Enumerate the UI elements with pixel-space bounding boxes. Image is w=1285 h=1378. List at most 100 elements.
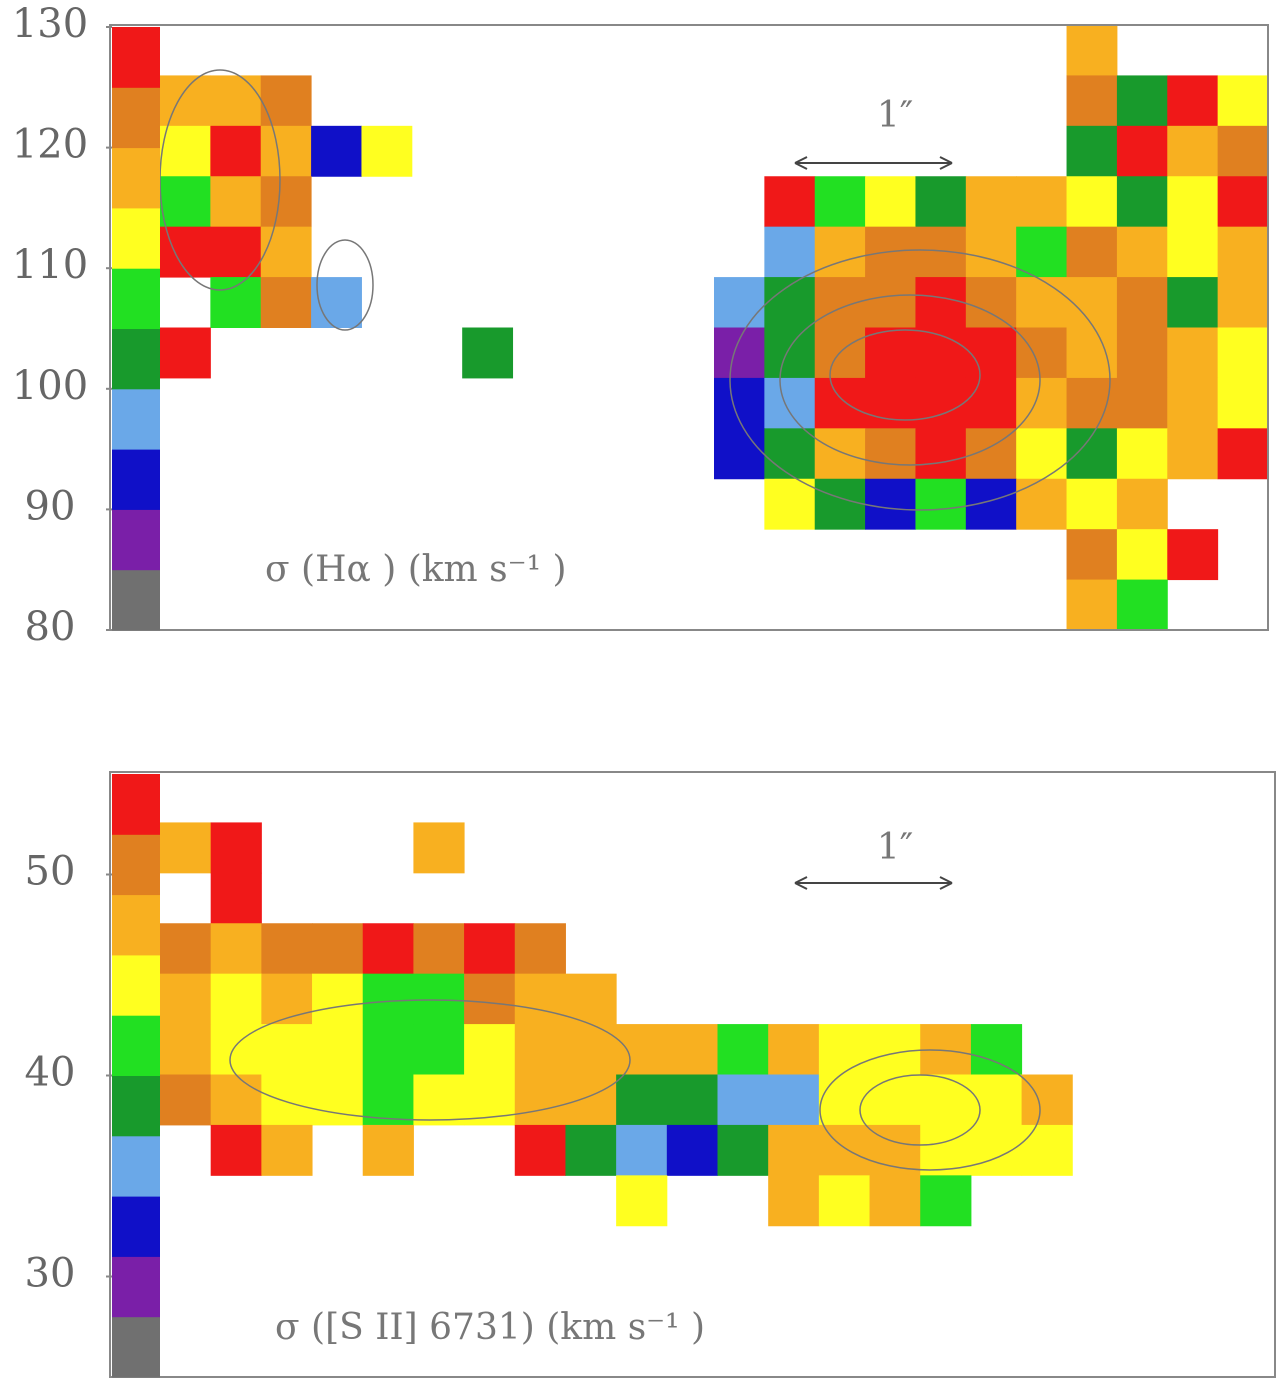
map-cell <box>1116 478 1168 530</box>
colorbar-segment <box>112 954 160 1016</box>
map-cell <box>1116 176 1168 228</box>
map-cell <box>1116 529 1168 581</box>
map-cell <box>818 1124 871 1176</box>
map-cell <box>965 277 1017 328</box>
map-cell <box>865 377 916 429</box>
map-cell <box>1116 125 1168 177</box>
map-cell <box>1167 377 1219 429</box>
map-cell <box>362 1024 414 1075</box>
map-cell <box>814 226 866 278</box>
y-tick-label: 110 <box>12 242 88 288</box>
map-cell <box>261 1124 313 1176</box>
colorbar-segment <box>112 1075 160 1137</box>
map-cell <box>1167 277 1219 328</box>
map-cell <box>210 872 262 924</box>
map-cell <box>261 1024 313 1075</box>
map-cell <box>413 822 465 874</box>
colorbar-segment <box>112 569 160 631</box>
map-cell <box>1167 226 1219 278</box>
colorbar-segment <box>112 1015 160 1076</box>
contour <box>316 239 374 331</box>
map-cell <box>768 1024 820 1075</box>
map-cell <box>965 377 1017 429</box>
map-cell <box>869 1124 921 1176</box>
map-cell <box>1167 125 1219 177</box>
map-cell <box>970 1024 1023 1075</box>
map-label: σ ([S II] 6731) (km s⁻¹ ) <box>275 1307 705 1348</box>
colorbar-segment <box>112 268 160 329</box>
map-cell <box>915 478 967 530</box>
map-cell <box>1016 428 1068 480</box>
map-cell <box>160 125 211 177</box>
map-cell <box>210 75 262 127</box>
map-cell <box>865 277 916 328</box>
map-cell <box>764 176 816 228</box>
map-cell <box>1116 327 1168 379</box>
map-cell <box>764 377 816 429</box>
map-cell <box>666 1124 718 1176</box>
map-cell <box>160 923 212 975</box>
map-cell <box>260 226 312 278</box>
map-cell <box>1066 529 1118 581</box>
map-cell <box>1016 478 1068 530</box>
map-cell <box>915 277 967 328</box>
map-cell <box>616 1175 668 1227</box>
map-cell <box>210 923 262 975</box>
contour <box>779 294 1041 466</box>
colorbar-segment <box>112 894 160 956</box>
map-cell <box>1116 579 1168 631</box>
map-cell <box>413 1024 465 1075</box>
map-cell <box>768 1074 820 1126</box>
map-cell <box>1217 377 1269 429</box>
panel-frame <box>109 24 1269 631</box>
scale-arrow <box>794 876 953 890</box>
map-cell <box>260 277 312 328</box>
map-cell <box>915 377 967 429</box>
map-cell <box>1066 176 1118 228</box>
y-tick-label: 40 <box>25 1050 76 1096</box>
colorbar-segment <box>112 27 160 88</box>
map-cell <box>714 327 765 379</box>
map-cell <box>666 1024 718 1075</box>
map-cell <box>311 125 362 177</box>
map-cell <box>210 226 262 278</box>
map-cell <box>1066 478 1118 530</box>
colorbar-segment <box>112 207 160 269</box>
map-cell <box>1016 176 1068 228</box>
map-cell <box>865 478 916 530</box>
map-label: σ (Hα ) (km s⁻¹ ) <box>265 549 567 590</box>
map-cell <box>1217 176 1269 228</box>
map-cell <box>362 1124 414 1176</box>
map-cell <box>915 428 967 480</box>
map-cell <box>362 923 414 975</box>
map-cell <box>464 973 516 1025</box>
map-cell <box>1167 327 1219 379</box>
colorbar-segment <box>112 147 160 209</box>
map-cell <box>714 277 765 328</box>
map-cell <box>717 1024 769 1075</box>
map-cell <box>1217 428 1269 480</box>
map-cell <box>261 973 313 1025</box>
map-cell <box>312 973 364 1025</box>
map-cell <box>160 75 211 127</box>
map-cell <box>965 176 1017 228</box>
map-cell <box>210 1074 262 1126</box>
map-cell <box>920 1124 972 1176</box>
map-cell <box>160 327 211 379</box>
map-cell <box>616 1074 668 1126</box>
map-cell <box>814 478 866 530</box>
map-cell <box>361 125 413 177</box>
contour <box>829 329 981 421</box>
map-cell <box>814 377 866 429</box>
map-cell <box>160 176 211 228</box>
map-cell <box>514 923 566 975</box>
scale-bar-label: 1″ <box>877 95 913 136</box>
map-cell <box>865 327 916 379</box>
contour <box>229 999 631 1121</box>
colorbar-segment <box>112 774 160 835</box>
map-cell <box>514 973 566 1025</box>
map-cell <box>464 1024 516 1075</box>
colorbar-segment <box>112 1316 160 1378</box>
map-cell <box>260 75 312 127</box>
